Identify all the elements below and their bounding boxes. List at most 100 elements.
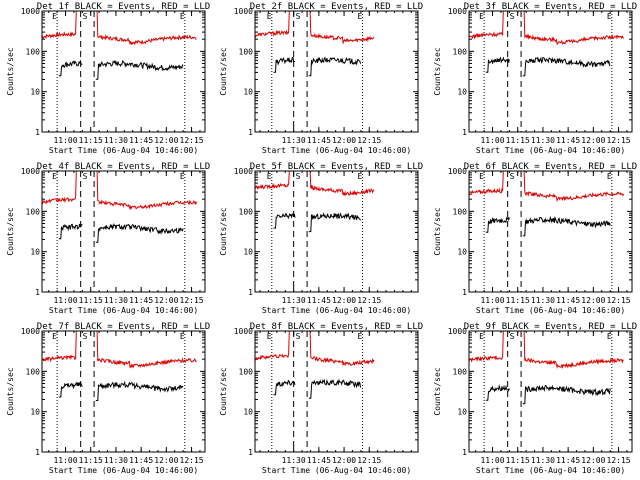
x-tick-label: 12:00 <box>154 136 178 145</box>
y-tick-label: 100 <box>26 47 41 56</box>
time-marker-E: E <box>358 172 363 181</box>
time-marker-S: S <box>296 172 301 181</box>
lld-series-line <box>41 10 197 46</box>
y-tick-label: 10 <box>243 88 253 97</box>
x-tick-label: 11:45 <box>307 136 331 145</box>
y-axis-label: Counts/sec <box>219 367 228 415</box>
y-tick-label: 100 <box>26 367 41 376</box>
time-marker-E: E <box>180 172 185 181</box>
x-tick-label: 11:00 <box>53 136 77 145</box>
events-series-line <box>95 59 184 80</box>
events-series-line <box>485 216 510 233</box>
lld-series-line <box>41 170 198 210</box>
events-series-line <box>485 56 510 73</box>
time-marker-S: S <box>510 172 515 181</box>
x-tick-label: 11:45 <box>556 136 580 145</box>
time-marker-E: E <box>52 12 57 21</box>
y-axis-label: Counts/sec <box>6 47 15 95</box>
y-tick-label: 10 <box>30 88 40 97</box>
detector-panel-3: Det 3f BLACK = Events, RED = LLD 1 10 100 10… <box>427 0 640 160</box>
events-series-line <box>522 215 611 237</box>
x-tick-label: 12:00 <box>332 296 356 305</box>
y-tick-label: 100 <box>239 367 254 376</box>
y-tick-label: 10 <box>243 408 253 417</box>
y-axis-label: Counts/sec <box>433 207 442 255</box>
lld-series-line <box>254 170 375 197</box>
time-marker-S: S <box>296 12 301 21</box>
x-tick-label: 11:00 <box>480 296 504 305</box>
y-tick-label: 1 <box>248 128 253 137</box>
chart-title: Det 3f BLACK = Events, RED = LLD <box>464 2 637 12</box>
x-tick-label: 12:00 <box>581 456 605 465</box>
x-tick-label: 11:30 <box>531 456 555 465</box>
x-tick-label: 11:45 <box>556 456 580 465</box>
events-series-line <box>95 380 184 401</box>
x-axis-label: Start Time (06-Aug-04 10:46:00) <box>262 466 411 475</box>
x-tick-label: 12:00 <box>154 456 178 465</box>
time-marker-E: E <box>607 12 612 21</box>
detector-panel-2: Det 2f BLACK = Events, RED = LLD 1 10 100 10… <box>213 0 426 160</box>
y-tick-label: 1000 <box>448 167 467 176</box>
x-tick-label: 11:00 <box>53 456 77 465</box>
y-tick-label: 1 <box>462 448 467 457</box>
y-tick-label: 100 <box>239 47 254 56</box>
chart-svg: Det 8f BLACK = Events, RED = LLD 1 10 100 10… <box>219 322 423 475</box>
y-axis-label: Counts/sec <box>433 367 442 415</box>
time-marker-S: S <box>510 12 515 21</box>
time-marker-E: E <box>180 332 185 341</box>
time-marker-E: E <box>607 332 612 341</box>
y-tick-label: 100 <box>26 207 41 216</box>
x-tick-label: 12:15 <box>607 456 631 465</box>
events-series-line <box>273 56 295 73</box>
time-marker-E: E <box>267 332 272 341</box>
chart-title: Det 4f BLACK = Events, RED = LLD <box>37 162 210 172</box>
detector-panel-4: Det 4f BLACK = Events, RED = LLD 1 10 100 10… <box>0 160 213 320</box>
events-series-line <box>95 223 184 243</box>
time-marker-E: E <box>52 332 57 341</box>
y-tick-label: 1000 <box>448 7 467 16</box>
chart-title: Det 7f BLACK = Events, RED = LLD <box>37 322 210 332</box>
chart-title: Det 5f BLACK = Events, RED = LLD <box>250 162 423 172</box>
y-axis-label: Counts/sec <box>6 207 15 255</box>
chart-title: Det 9f BLACK = Events, RED = LLD <box>464 322 637 332</box>
x-axis-label: Start Time (06-Aug-04 10:46:00) <box>49 306 198 315</box>
y-tick-label: 100 <box>453 47 468 56</box>
y-axis-label: Counts/sec <box>219 47 228 95</box>
events-series-line <box>522 56 611 77</box>
x-tick-label: 12:15 <box>180 456 204 465</box>
y-axis-label: Counts/sec <box>6 367 15 415</box>
y-tick-label: 10 <box>243 248 253 257</box>
plot-frame <box>254 330 419 453</box>
x-tick-label: 12:00 <box>154 296 178 305</box>
y-tick-label: 1 <box>462 128 467 137</box>
x-tick-label: 11:15 <box>506 296 530 305</box>
x-axis-label: Start Time (06-Aug-04 10:46:00) <box>49 146 198 155</box>
chart-svg: Det 2f BLACK = Events, RED = LLD 1 10 100 10… <box>219 2 423 155</box>
y-axis-label: Counts/sec <box>219 207 228 255</box>
x-tick-label: 11:45 <box>556 296 580 305</box>
y-tick-label: 1 <box>35 288 40 297</box>
chart-svg: Det 7f BLACK = Events, RED = LLD 1 10 100 10… <box>6 322 210 475</box>
events-series-line <box>308 378 361 399</box>
time-marker-S: S <box>83 332 88 341</box>
y-tick-label: 10 <box>30 248 40 257</box>
time-marker-E: E <box>479 332 484 341</box>
time-marker-E: E <box>267 12 272 21</box>
lld-series-line <box>41 330 197 369</box>
x-axis-label: Start Time (06-Aug-04 10:46:00) <box>476 146 625 155</box>
x-tick-label: 11:30 <box>282 296 306 305</box>
events-series-line <box>485 384 510 401</box>
detector-panel-5: Det 5f BLACK = Events, RED = LLD 1 10 100 10… <box>213 160 426 320</box>
x-tick-label: 11:45 <box>307 296 331 305</box>
time-marker-S: S <box>510 332 515 341</box>
x-axis-label: Start Time (06-Aug-04 10:46:00) <box>476 306 625 315</box>
x-tick-label: 12:15 <box>607 296 631 305</box>
events-series-line <box>308 212 361 233</box>
events-series-line <box>58 59 83 77</box>
y-tick-label: 10 <box>457 248 467 257</box>
y-tick-label: 1000 <box>234 327 253 336</box>
chart-svg: Det 9f BLACK = Events, RED = LLD 1 10 100 10… <box>433 322 637 475</box>
x-axis-label: Start Time (06-Aug-04 10:46:00) <box>476 466 625 475</box>
y-tick-label: 1 <box>248 448 253 457</box>
